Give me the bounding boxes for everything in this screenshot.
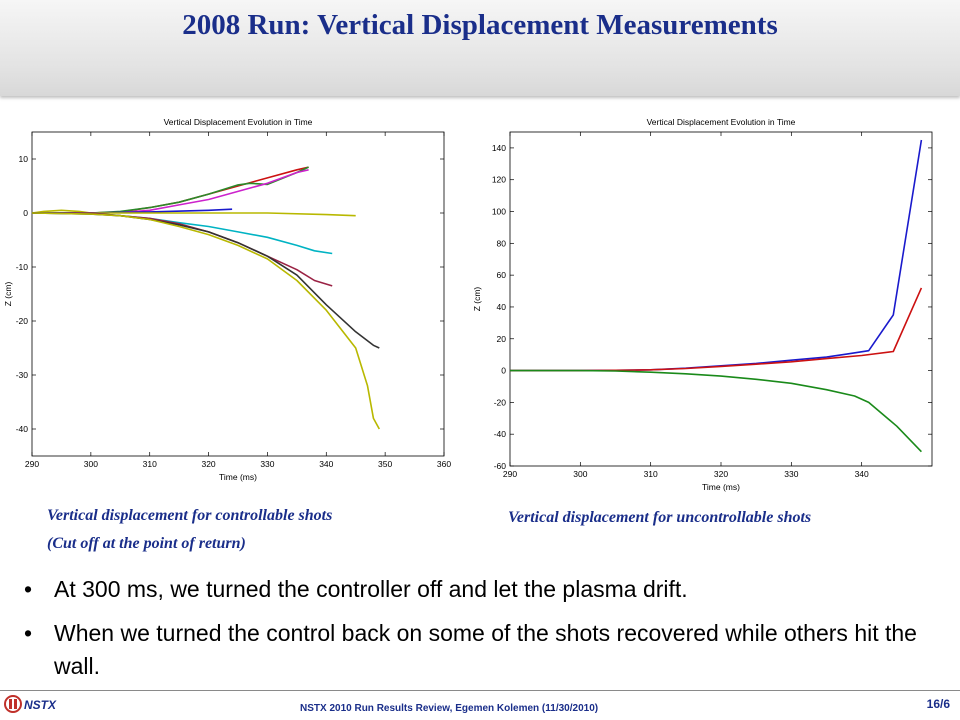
x-tick-label: 330 (260, 459, 274, 469)
y-tick-label: 40 (497, 302, 507, 312)
y-tick-label: 120 (492, 175, 506, 185)
x-tick-label: 360 (437, 459, 451, 469)
y-tick-label: 80 (497, 238, 507, 248)
y-tick-label: -20 (16, 316, 29, 326)
left-chart: Vertical Displacement Evolution in Time 2… (5, 110, 456, 482)
footer-logo-text: NSTX (24, 698, 57, 712)
y-axis-label: Z (cm) (472, 287, 482, 312)
chart-title: Vertical Displacement Evolution in Time (164, 117, 313, 127)
bullet-glyph: • (24, 620, 33, 646)
y-tick-label: 20 (497, 334, 507, 344)
y-tick-label: 100 (492, 207, 506, 217)
bullet-text: When we turned the control back on some … (54, 620, 917, 679)
y-tick-label: -20 (494, 397, 507, 407)
y-tick-label: -30 (16, 370, 29, 380)
x-tick-label: 340 (855, 469, 869, 479)
y-tick-label: 140 (492, 143, 506, 153)
left-caption-line2: (Cut off at the point of return) (47, 535, 246, 552)
x-tick-label: 350 (378, 459, 392, 469)
x-axis-label: Time (ms) (702, 482, 740, 492)
series-line (31, 212, 381, 430)
bullet-text: At 300 ms, we turned the controller off … (54, 576, 688, 602)
y-tick-label: -60 (494, 461, 507, 471)
x-tick-label: 310 (143, 459, 157, 469)
plot-frame (31, 131, 445, 457)
y-tick-label: -10 (16, 262, 29, 272)
x-tick-label: 320 (201, 459, 215, 469)
x-tick-label: 300 (573, 469, 587, 479)
y-tick-label: 10 (19, 154, 29, 164)
x-tick-label: 330 (784, 469, 798, 479)
footer-divider (0, 690, 960, 691)
title-band (0, 0, 960, 96)
slide-title: 2008 Run: Vertical Displacement Measurem… (182, 9, 778, 41)
y-tick-label: -40 (494, 429, 507, 439)
right-caption: Vertical displacement for uncontrollable… (508, 509, 812, 526)
y-axis-label: Z (cm) (5, 282, 13, 307)
y-tick-label: -40 (16, 424, 29, 434)
series-line (31, 209, 356, 217)
y-tick-label: 0 (501, 366, 506, 376)
series-line (510, 369, 922, 453)
x-tick-label: 340 (319, 459, 333, 469)
right-chart: Vertical Displacement Evolution in Time 2… (464, 110, 942, 496)
x-tick-label: 290 (25, 459, 39, 469)
x-tick-label: 320 (714, 469, 728, 479)
x-tick-label: 310 (644, 469, 658, 479)
page-number: 16/6 (926, 697, 950, 711)
y-tick-label: 60 (497, 270, 507, 280)
footer-text: NSTX 2010 Run Results Review, Egemen Kol… (300, 703, 599, 714)
x-axis-label: Time (ms) (219, 472, 257, 482)
nstx-logo-icon (4, 695, 22, 713)
left-caption-line1: Vertical displacement for controllable s… (47, 507, 333, 524)
chart-title: Vertical Displacement Evolution in Time (647, 117, 796, 127)
plot-frame (509, 131, 933, 467)
y-tick-label: 0 (23, 208, 28, 218)
x-tick-label: 290 (503, 469, 517, 479)
x-tick-label: 300 (84, 459, 98, 469)
bullet-glyph: • (24, 576, 33, 602)
